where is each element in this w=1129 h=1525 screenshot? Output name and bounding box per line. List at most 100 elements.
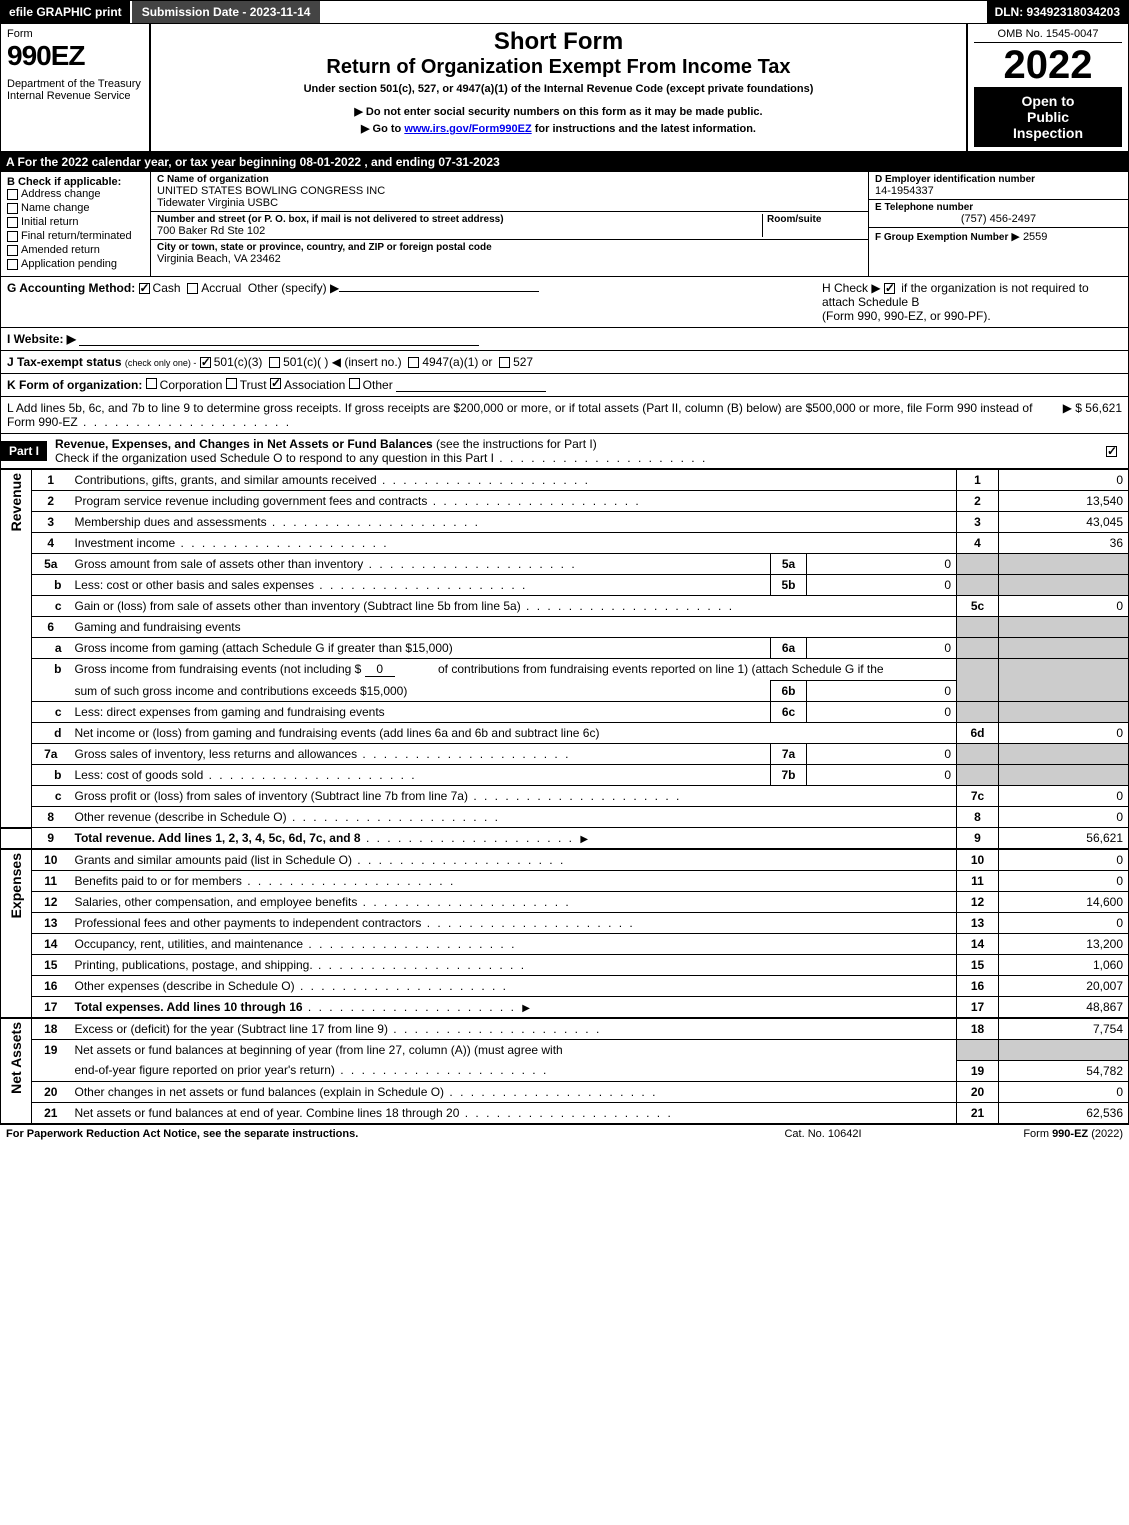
form-title: Return of Organization Exempt From Incom… bbox=[159, 56, 958, 79]
ln: a bbox=[32, 638, 70, 659]
dots-icon bbox=[361, 831, 574, 845]
rv-grey bbox=[999, 575, 1129, 596]
ld: Total revenue. Add lines 1, 2, 3, 4, 5c,… bbox=[75, 831, 361, 845]
rn: 3 bbox=[957, 512, 999, 533]
dots-icon bbox=[357, 895, 570, 909]
form-header: Form 990EZ Department of the Treasury In… bbox=[0, 24, 1129, 152]
irs-link[interactable]: www.irs.gov/Form990EZ bbox=[404, 123, 531, 135]
j-501c3-checkbox[interactable] bbox=[200, 357, 211, 368]
dots-icon bbox=[314, 578, 527, 592]
sv: 0 bbox=[807, 554, 957, 575]
table-row: 14 Occupancy, rent, utilities, and maint… bbox=[1, 934, 1129, 955]
part1-scho-checkbox[interactable] bbox=[1106, 446, 1117, 457]
sv: 0 bbox=[807, 638, 957, 659]
c-room-label: Room/suite bbox=[767, 214, 862, 225]
expenses-sidelabel: Expenses bbox=[6, 853, 26, 918]
table-row: Expenses 10 Grants and similar amounts p… bbox=[1, 849, 1129, 871]
checkbox-icon[interactable] bbox=[7, 203, 18, 214]
dots-icon bbox=[388, 1022, 601, 1036]
checkbox-icon[interactable] bbox=[7, 217, 18, 228]
f-arrow: ▶ bbox=[1011, 231, 1019, 243]
dots-icon bbox=[427, 494, 640, 508]
j-501c-checkbox[interactable] bbox=[269, 357, 280, 368]
inspect-3: Inspection bbox=[1013, 125, 1083, 141]
ln: 12 bbox=[32, 892, 70, 913]
rn: 21 bbox=[957, 1102, 999, 1123]
ld: Less: direct expenses from gaming and fu… bbox=[75, 705, 385, 719]
ld19b: end-of-year figure reported on prior yea… bbox=[75, 1063, 335, 1077]
g-other-input[interactable] bbox=[339, 291, 539, 292]
rn-grey bbox=[957, 765, 999, 786]
checkbox-icon[interactable] bbox=[7, 189, 18, 200]
sl: 6c bbox=[771, 702, 807, 723]
ld: Net assets or fund balances at end of ye… bbox=[75, 1106, 460, 1120]
b-opt-address[interactable]: Address change bbox=[7, 188, 144, 200]
k-label: K Form of organization: bbox=[7, 378, 142, 392]
checkbox-icon[interactable] bbox=[7, 231, 18, 242]
netassets-sidelabel: Net Assets bbox=[6, 1022, 26, 1094]
h-checkbox[interactable] bbox=[884, 283, 895, 294]
ln: 1 bbox=[32, 470, 70, 491]
rn: 7c bbox=[957, 786, 999, 807]
dots-icon bbox=[287, 810, 500, 824]
rv: 13,540 bbox=[999, 491, 1129, 512]
table-row: 17 Total expenses. Add lines 10 through … bbox=[1, 997, 1129, 1019]
org-name-2: Tidewater Virginia USBC bbox=[157, 197, 862, 209]
part1-check-line: Check if the organization used Schedule … bbox=[55, 451, 494, 465]
rn: 9 bbox=[957, 828, 999, 850]
g-cash-checkbox[interactable] bbox=[139, 283, 150, 294]
arrow-icon bbox=[519, 1000, 533, 1014]
ld: Gross income from gaming (attach Schedul… bbox=[70, 638, 771, 659]
efile-label[interactable]: efile GRAPHIC print bbox=[1, 1, 130, 23]
ld: Less: cost or other basis and sales expe… bbox=[75, 578, 314, 592]
part1-title-sub: (see the instructions for Part I) bbox=[436, 437, 597, 451]
ld: Benefits paid to or for members bbox=[75, 874, 242, 888]
ln: 8 bbox=[32, 807, 70, 828]
j-4947-checkbox[interactable] bbox=[408, 357, 419, 368]
k-corp-checkbox[interactable] bbox=[146, 378, 157, 389]
table-row: a Gross income from gaming (attach Sched… bbox=[1, 638, 1129, 659]
block-gh: G Accounting Method: Cash Accrual Other … bbox=[0, 277, 1129, 328]
b-opt-amended[interactable]: Amended return bbox=[7, 244, 144, 256]
goto-post: for instructions and the latest informat… bbox=[532, 123, 756, 135]
rv: 0 bbox=[999, 849, 1129, 871]
website-input[interactable] bbox=[79, 332, 479, 346]
rn-grey bbox=[957, 617, 999, 638]
submission-date: Submission Date - 2023-11-14 bbox=[130, 1, 321, 23]
ld: Other expenses (describe in Schedule O) bbox=[75, 979, 295, 993]
checkbox-icon[interactable] bbox=[7, 259, 18, 270]
ld: Total expenses. Add lines 10 through 16 bbox=[75, 1000, 303, 1014]
rn: 14 bbox=[957, 934, 999, 955]
part1-title-wrap: Revenue, Expenses, and Changes in Net As… bbox=[47, 434, 1098, 468]
inspect-1: Open to bbox=[1022, 93, 1075, 109]
dept-label: Department of the Treasury bbox=[7, 78, 143, 90]
sl: 5b bbox=[771, 575, 807, 596]
b-opt-pending[interactable]: Application pending bbox=[7, 258, 144, 270]
dots-icon bbox=[313, 958, 526, 972]
g-line: G Accounting Method: Cash Accrual Other … bbox=[7, 281, 822, 323]
rn-grey bbox=[957, 575, 999, 596]
ld: Salaries, other compensation, and employ… bbox=[75, 895, 358, 909]
k-other-input[interactable] bbox=[396, 378, 546, 392]
sv: 0 bbox=[807, 744, 957, 765]
j-o2: 501(c)( ) bbox=[283, 355, 328, 369]
k-trust-checkbox[interactable] bbox=[226, 378, 237, 389]
checkbox-icon[interactable] bbox=[7, 245, 18, 256]
ln: 13 bbox=[32, 913, 70, 934]
form-word: Form bbox=[7, 28, 143, 40]
e-row: E Telephone number (757) 456-2497 bbox=[869, 200, 1128, 228]
k-other-checkbox[interactable] bbox=[349, 378, 360, 389]
rv: 36 bbox=[999, 533, 1129, 554]
j-527-checkbox[interactable] bbox=[499, 357, 510, 368]
sl: 6b bbox=[771, 681, 807, 702]
g-accrual-checkbox[interactable] bbox=[187, 283, 198, 294]
b-opt-initial[interactable]: Initial return bbox=[7, 216, 144, 228]
rn-grey bbox=[957, 702, 999, 723]
b-opt-final[interactable]: Final return/terminated bbox=[7, 230, 144, 242]
ld: Grants and similar amounts paid (list in… bbox=[75, 853, 352, 867]
table-row: 16 Other expenses (describe in Schedule … bbox=[1, 976, 1129, 997]
d-row: D Employer identification number 14-1954… bbox=[869, 172, 1128, 200]
h-pre: H Check ▶ bbox=[822, 281, 881, 295]
k-assoc-checkbox[interactable] bbox=[270, 378, 281, 389]
b-opt-name[interactable]: Name change bbox=[7, 202, 144, 214]
